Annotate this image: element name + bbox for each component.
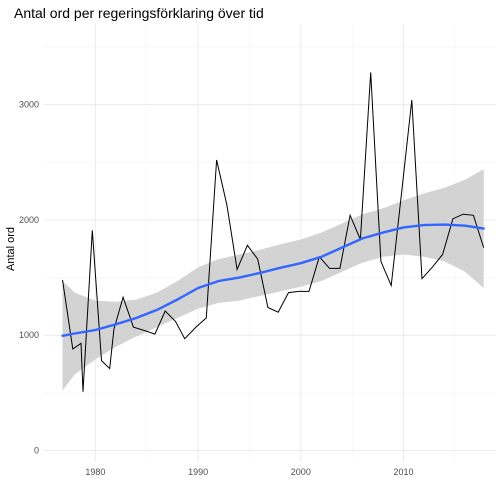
y-tick-label: 0 xyxy=(34,445,39,455)
x-ticks: 1980 1990 2000 2010 xyxy=(85,467,413,477)
chart-title: Antal ord per regeringsförklaring över t… xyxy=(14,5,264,21)
x-tick-label: 2010 xyxy=(394,467,414,477)
x-tick-label: 2000 xyxy=(291,467,311,477)
confidence-band xyxy=(62,169,484,391)
x-tick-label: 1980 xyxy=(85,467,105,477)
y-axis-label: Antal ord xyxy=(5,227,17,271)
smooth-line-layer xyxy=(61,223,485,337)
x-tick-label: 1990 xyxy=(188,467,208,477)
confidence-band-layer xyxy=(62,169,484,391)
y-tick-label: 2000 xyxy=(19,215,39,225)
y-tick-label: 1000 xyxy=(19,330,39,340)
y-tick-label: 3000 xyxy=(19,100,39,110)
y-ticks: 0 1000 2000 3000 xyxy=(19,100,39,456)
smooth-trend-line xyxy=(61,223,485,337)
